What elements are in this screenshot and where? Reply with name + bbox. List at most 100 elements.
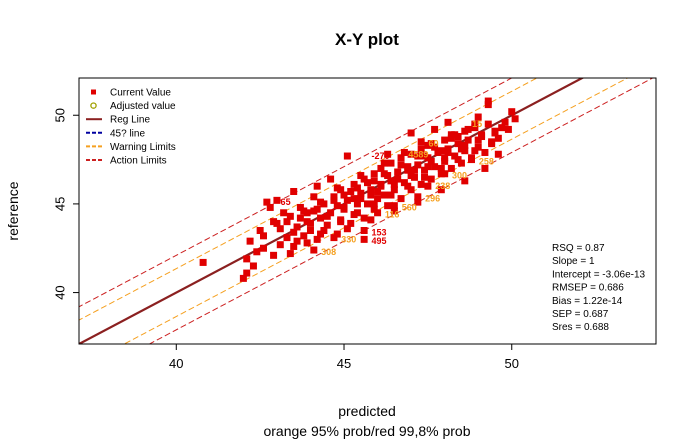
data-point xyxy=(494,134,502,142)
data-point xyxy=(471,124,479,132)
data-point xyxy=(414,193,422,201)
data-point xyxy=(427,175,435,183)
point-label: 495 xyxy=(372,236,387,246)
data-point xyxy=(441,154,449,162)
data-point xyxy=(270,251,278,259)
data-point xyxy=(471,147,479,155)
data-point xyxy=(400,179,408,187)
warning-limit-upper xyxy=(79,78,538,321)
data-point xyxy=(353,184,361,192)
data-point xyxy=(313,235,321,243)
data-point xyxy=(377,164,385,172)
data-point xyxy=(464,125,472,133)
data-point xyxy=(276,241,284,249)
point-label: 300 xyxy=(452,171,467,181)
data-point xyxy=(484,101,492,109)
data-point xyxy=(421,166,429,174)
y-tick-label: 45 xyxy=(52,197,67,211)
data-point xyxy=(317,214,325,222)
data-point xyxy=(343,225,351,233)
data-point xyxy=(417,180,425,188)
data-point xyxy=(407,129,415,137)
data-point xyxy=(457,145,465,153)
data-point xyxy=(414,198,422,206)
data-point xyxy=(467,156,475,164)
data-point xyxy=(454,133,462,141)
data-point xyxy=(296,214,304,222)
data-point xyxy=(317,230,325,238)
data-point xyxy=(374,195,382,203)
data-point xyxy=(427,157,435,165)
data-point xyxy=(323,221,331,229)
legend-circle-icon xyxy=(90,102,97,109)
data-point xyxy=(330,234,338,242)
x-tick-label: 45 xyxy=(337,356,351,371)
data-point xyxy=(414,152,422,160)
data-point xyxy=(407,186,415,194)
data-point xyxy=(384,202,392,210)
data-point xyxy=(350,180,358,188)
data-point xyxy=(397,154,405,162)
data-point xyxy=(441,157,449,165)
data-point xyxy=(320,227,328,235)
chart-legend: Current Value Adjusted value Reg Line 45? l… xyxy=(86,88,176,167)
point-label: 15 xyxy=(472,119,482,129)
data-point xyxy=(370,200,378,208)
data-point xyxy=(367,216,375,224)
data-point xyxy=(337,218,345,226)
data-point xyxy=(397,161,405,169)
data-point xyxy=(310,193,318,201)
data-point xyxy=(296,203,304,211)
data-point xyxy=(256,227,264,235)
data-point xyxy=(464,136,472,144)
data-point xyxy=(447,164,455,172)
data-point xyxy=(437,164,445,172)
data-point xyxy=(353,209,361,217)
stat-line: Bias = 1.22e-14 xyxy=(552,296,623,307)
data-point xyxy=(454,156,462,164)
point-label: 308 xyxy=(321,247,336,257)
data-point xyxy=(283,218,291,226)
data-point xyxy=(461,141,469,149)
data-point xyxy=(347,219,355,227)
data-point xyxy=(387,191,395,199)
data-point xyxy=(333,230,341,238)
data-point xyxy=(239,274,247,282)
data-point xyxy=(457,159,465,167)
stat-line: Intercept = -3.06e-13 xyxy=(552,269,646,280)
data-point xyxy=(313,182,321,190)
data-point xyxy=(347,187,355,195)
y-axis: 40 45 50 xyxy=(52,108,79,300)
data-point xyxy=(333,202,341,210)
data-point xyxy=(327,175,335,183)
data-point xyxy=(404,163,412,171)
data-point xyxy=(374,187,382,195)
data-point xyxy=(407,150,415,158)
y-tick-label: 40 xyxy=(52,285,67,299)
data-point xyxy=(374,209,382,217)
data-point xyxy=(199,258,207,266)
data-point xyxy=(360,175,368,183)
data-point xyxy=(286,212,294,220)
data-point xyxy=(249,262,257,270)
data-point xyxy=(417,145,425,153)
data-point xyxy=(394,175,402,183)
data-point xyxy=(421,173,429,181)
data-point xyxy=(330,193,338,201)
data-point xyxy=(494,150,502,158)
data-point xyxy=(260,244,268,252)
data-points xyxy=(199,97,519,282)
data-point xyxy=(511,115,519,123)
point-label: -270 xyxy=(372,151,390,161)
data-point xyxy=(417,138,425,146)
data-point xyxy=(447,134,455,142)
data-point xyxy=(253,248,261,256)
data-point xyxy=(431,163,439,171)
data-point xyxy=(357,172,365,180)
legend-label: Reg Line xyxy=(110,115,150,126)
data-point xyxy=(380,170,388,178)
stat-line: RSQ = 0.87 xyxy=(552,243,605,254)
point-label: 560 xyxy=(402,202,417,212)
y-axis-label: reference xyxy=(5,181,21,240)
data-point xyxy=(484,120,492,128)
